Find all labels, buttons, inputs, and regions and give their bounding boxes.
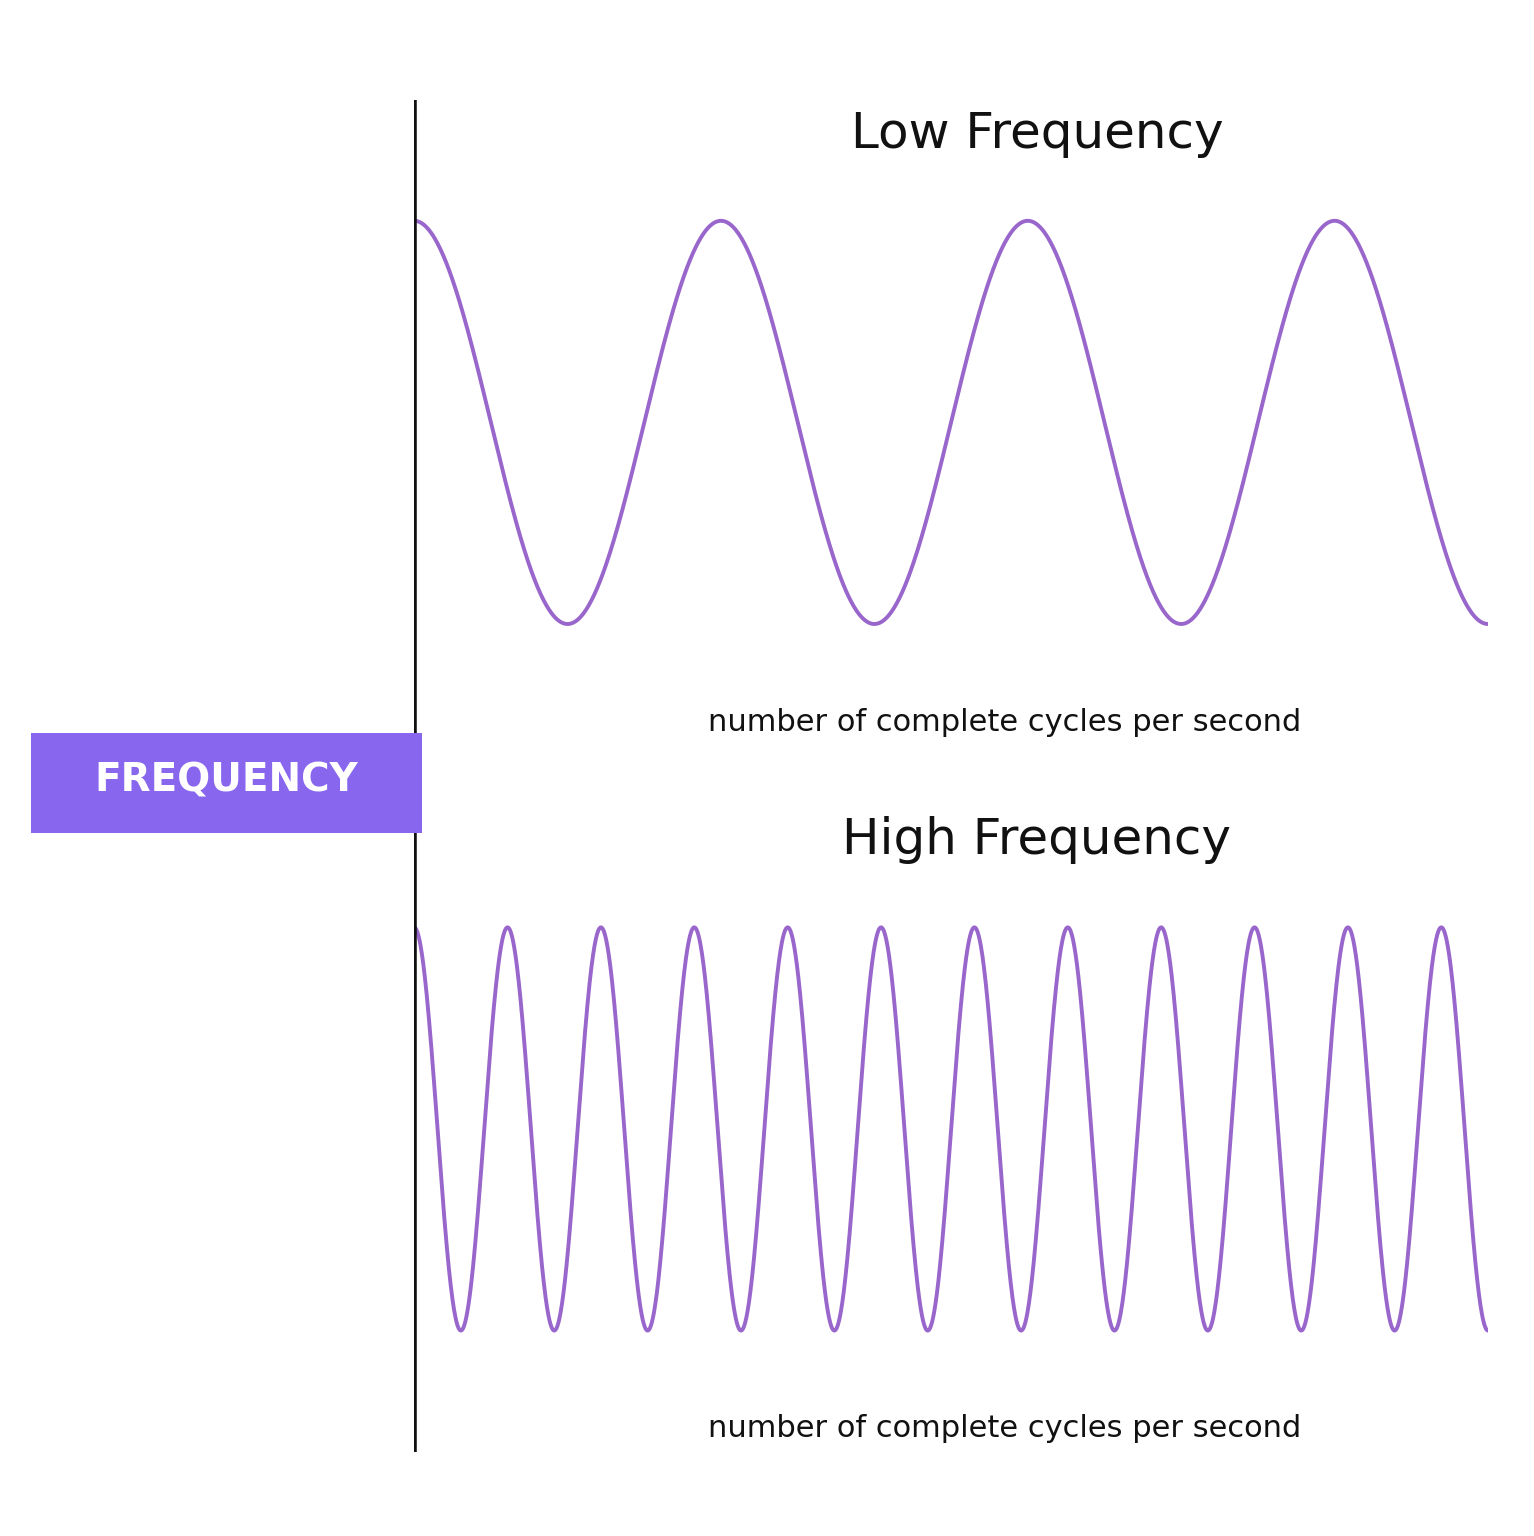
Text: Low Frequency: Low Frequency	[851, 111, 1223, 158]
FancyBboxPatch shape	[0, 728, 449, 837]
Text: FREQUENCY: FREQUENCY	[95, 762, 357, 800]
Text: number of complete cycles per second: number of complete cycles per second	[709, 708, 1301, 737]
Text: number of complete cycles per second: number of complete cycles per second	[709, 1415, 1301, 1444]
Text: High Frequency: High Frequency	[842, 817, 1232, 865]
